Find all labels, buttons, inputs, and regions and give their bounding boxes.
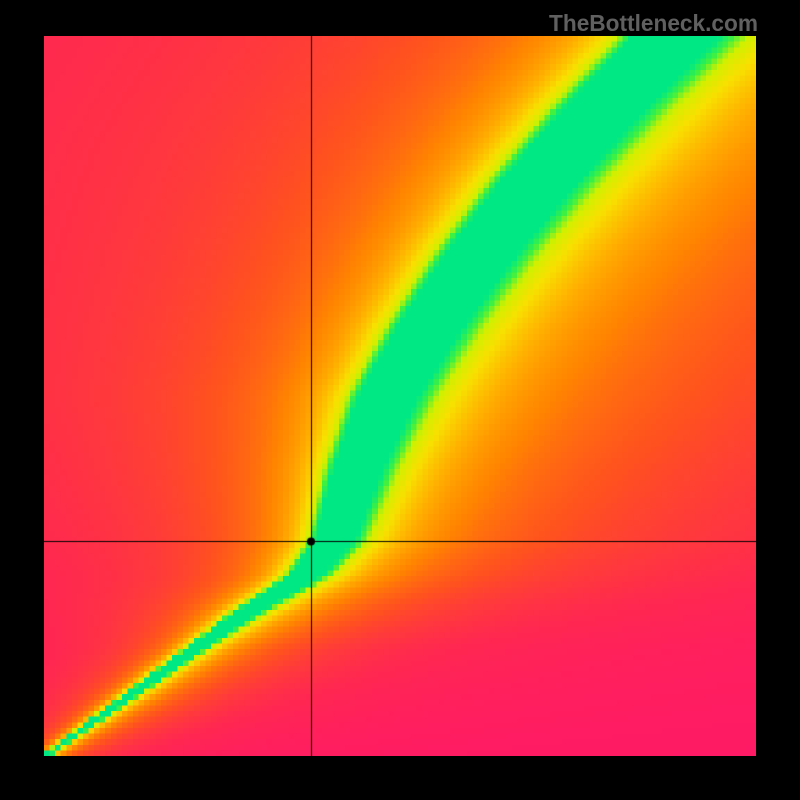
watermark-text: TheBottleneck.com [549,10,758,37]
crosshair-overlay [44,36,756,756]
chart-container: TheBottleneck.com [0,0,800,800]
